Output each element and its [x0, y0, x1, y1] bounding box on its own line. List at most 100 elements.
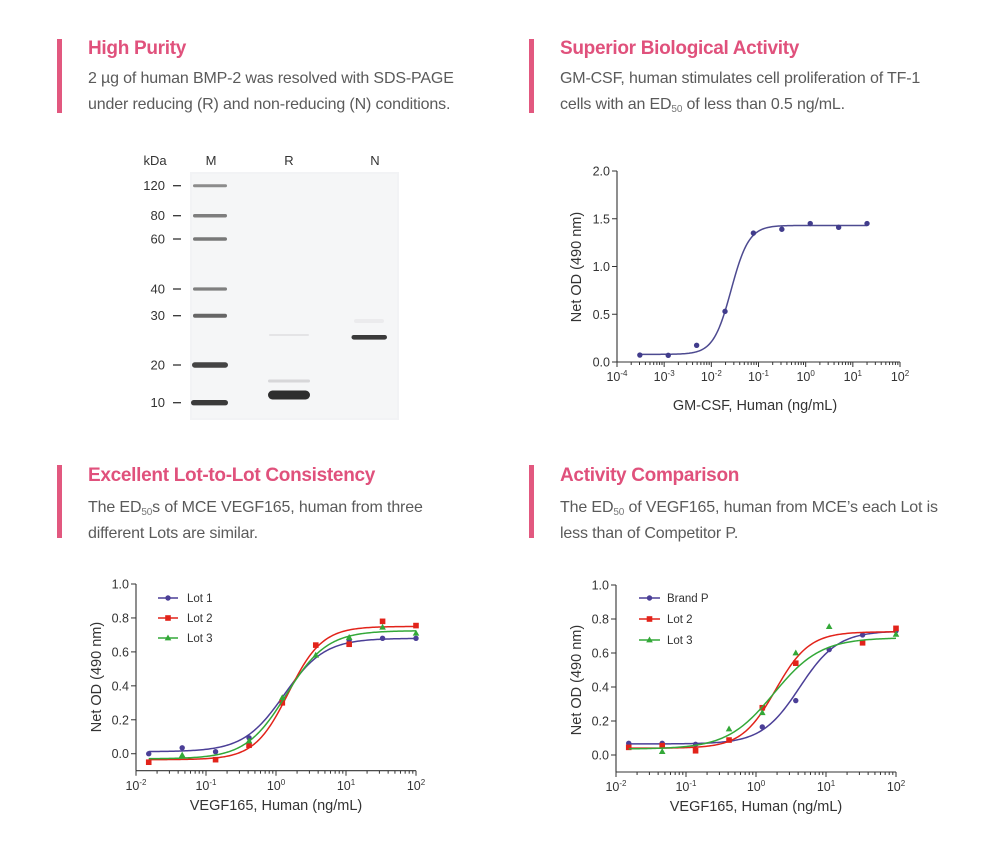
data-point	[759, 724, 765, 730]
data-point	[725, 725, 733, 732]
x-tick-label: 10-4	[606, 369, 628, 384]
subscript: 50	[671, 103, 683, 115]
text: of less than 0.5 ng/mL.	[682, 95, 846, 113]
reducing-faint-band	[268, 379, 310, 383]
data-point	[807, 220, 813, 227]
data-point	[665, 352, 671, 359]
text: cells with an ED	[560, 95, 672, 113]
description-line: cells with an ED50 of less than 0.5 ng/m…	[560, 93, 920, 119]
section-accent-bar	[529, 39, 534, 113]
description-line: less than of Competitor P.	[560, 522, 938, 548]
series-lot-3	[148, 623, 420, 760]
axes	[611, 584, 897, 777]
tick-label-base: 10	[701, 370, 715, 384]
tick-label-exponent: 1	[858, 369, 863, 378]
marker-row-120: 120	[143, 178, 227, 193]
tick-label-base: 10	[407, 779, 421, 793]
data-point	[864, 220, 870, 227]
description-line: under reducing (R) and non-reducing (N) …	[88, 93, 454, 119]
data-point	[693, 342, 700, 348]
x-tick-label: 101	[844, 369, 863, 384]
legend-label: Lot 1	[187, 593, 213, 605]
text: GM-CSF, human stimulates cell proliferat…	[560, 70, 921, 87]
y-axis-title: Net OD (490 nm)	[89, 622, 105, 732]
section-title-high-purity: High Purity	[88, 38, 187, 59]
marker-label: 80	[151, 208, 165, 223]
data-point	[212, 748, 219, 755]
tick-label-base: 10	[195, 779, 209, 793]
x-tick-label: 102	[891, 369, 910, 384]
tick-label-base: 10	[747, 780, 761, 794]
description-line: The ED50 of VEGF165, human from MCE’s ea…	[560, 496, 938, 522]
reducing-main-band	[268, 390, 310, 400]
data-point	[659, 742, 665, 749]
marker-label: 60	[151, 232, 165, 247]
reducing-faint-band	[269, 334, 309, 336]
tick-label-exponent: 2	[421, 778, 426, 787]
tick-label-base: 10	[844, 370, 858, 384]
tick-label-base: 10	[887, 780, 901, 794]
marker-band	[193, 184, 227, 188]
legend: Lot 1 Lot 2 Lot 3	[158, 593, 213, 645]
description-line: GM-CSF, human stimulates cell proliferat…	[560, 67, 920, 93]
data-point	[379, 618, 386, 625]
tick-label-base: 10	[337, 779, 351, 793]
data-point	[625, 744, 632, 751]
data-point	[835, 224, 842, 231]
y-tick-label: 1.0	[112, 578, 129, 592]
tick-label-base: 10	[891, 370, 905, 384]
section-accent-bar	[529, 465, 534, 538]
legend-marker	[646, 636, 653, 643]
data-point	[379, 635, 386, 642]
tick-label-exponent: -1	[209, 778, 217, 787]
x-tick-label: 102	[407, 778, 426, 793]
text: s of MCE VEGF165, human from three	[152, 499, 423, 516]
tick-label-base: 10	[817, 780, 831, 794]
data-point	[758, 709, 766, 716]
legend-label: Lot 3	[667, 635, 693, 647]
series-gm-csf-human	[637, 220, 870, 359]
legend-label: Lot 2	[187, 613, 213, 625]
marker-label: 10	[151, 395, 165, 410]
data-point	[145, 759, 152, 766]
fit-curve	[628, 637, 897, 750]
description-line: different Lots are similar.	[88, 522, 423, 548]
legend-marker	[165, 615, 171, 621]
tick-label-exponent: 2	[905, 369, 910, 378]
data-point	[637, 352, 643, 358]
y-tick-label: 1.0	[593, 260, 610, 274]
tick-label-exponent: -2	[139, 778, 147, 787]
x-tick-label: 102	[887, 779, 906, 794]
tick-label-base: 10	[267, 779, 281, 793]
marker-band	[191, 400, 228, 406]
tick-label-base: 10	[605, 780, 619, 794]
marker-row-60: 60	[151, 232, 227, 247]
x-tick-label: 10-2	[701, 369, 723, 384]
marker-label: 20	[151, 358, 165, 373]
series-lot-2	[145, 618, 419, 766]
y-tick-label: 0.2	[112, 713, 129, 727]
section-description-high-purity: 2 µg of human BMP-2 was resolved with SD…	[88, 67, 454, 118]
data-point	[379, 623, 386, 630]
y-tick-label: 0.4	[592, 681, 609, 695]
axes	[612, 170, 901, 367]
legend-marker	[165, 595, 171, 601]
tick-label-base: 10	[654, 370, 668, 384]
x-tick-label: 10-2	[605, 779, 627, 794]
data-point	[413, 622, 419, 629]
y-tick-label: 0.2	[592, 715, 609, 729]
text: less than of Competitor P.	[560, 524, 739, 542]
text: of VEGF165, human from MCE’s each Lot is	[624, 499, 938, 516]
text: different Lots are similar.	[88, 524, 258, 542]
fit-curve	[148, 630, 417, 760]
data-point	[892, 630, 900, 637]
data-point	[722, 308, 728, 315]
legend-label: Brand P	[667, 593, 709, 605]
tick-label-base: 10	[796, 370, 810, 384]
description-line: The ED50s of MCE VEGF165, human from thr…	[88, 496, 423, 522]
chart-lot-to-lot-consistency: 10-2 10-1 100 101 1020.00.20.40.60.81.0VEGF1…	[89, 578, 426, 815]
data-point	[245, 737, 253, 744]
sds-page-gel: kDa M R N 120 80 60 40 30	[143, 153, 399, 420]
x-tick-label: 10-1	[675, 779, 697, 794]
